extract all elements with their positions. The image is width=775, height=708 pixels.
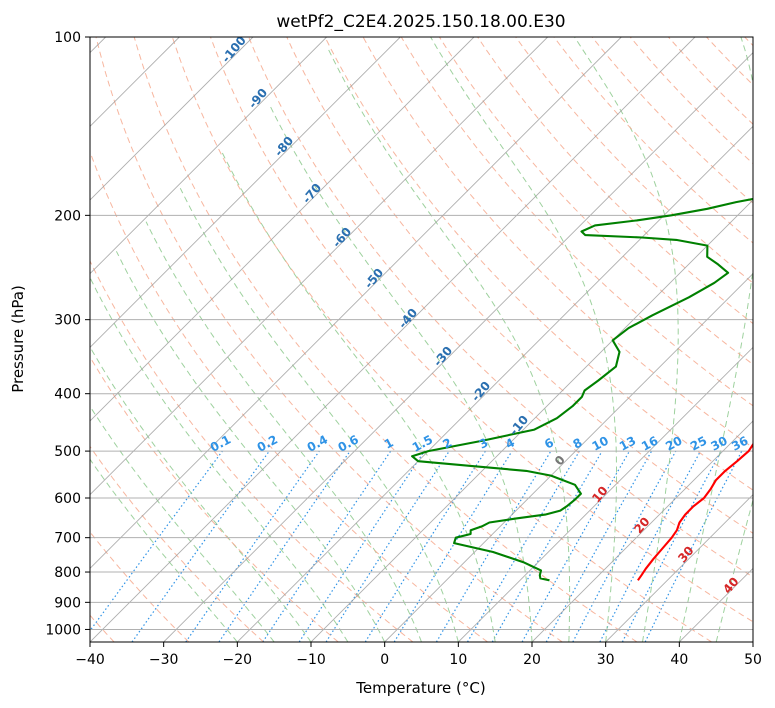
sounding-line (411, 197, 753, 582)
x-tick-label: −20 (223, 652, 253, 668)
y-tick-label: 600 (54, 491, 81, 507)
chart-title: wetPf2_C2E4.2025.150.18.00.E30 (276, 12, 565, 32)
dry-adiabat-line (324, 37, 753, 491)
mixing-ratio-label: 13 (617, 433, 638, 453)
x-tick-label: −30 (149, 652, 179, 668)
dry-adiabat-line (133, 37, 638, 642)
mixing-ratio-line (644, 450, 743, 642)
y-tick-label: 500 (54, 444, 81, 460)
mixing-ratio-label: 25 (688, 433, 709, 453)
y-tick-label: 800 (54, 565, 81, 581)
mixing-ratio-line (131, 450, 270, 642)
moist-adiabat-line (430, 37, 617, 642)
dry-adiabat-line (90, 259, 414, 642)
moist-adiabats (90, 37, 753, 642)
moist-adiabat-line (328, 49, 571, 642)
x-tick-label: 10 (449, 652, 467, 668)
moist-adiabat-line (90, 458, 238, 642)
moist-adiabat-line (90, 405, 275, 642)
isotherm-line (90, 37, 254, 201)
y-tick-label: 400 (54, 387, 81, 403)
dry-adiabat-line (95, 37, 563, 642)
plot-frame (89, 36, 754, 643)
y-axis: 100 200 300 400 500 600 700 800 900 1000 (45, 30, 90, 638)
mixing-ratio-line (545, 450, 653, 642)
dry-adiabat-line (171, 37, 712, 642)
y-tick-label: 300 (54, 313, 81, 329)
dry-adiabat-line (90, 356, 339, 642)
dry-adiabats (90, 37, 753, 642)
sounding-series (411, 197, 753, 582)
dry-adiabat-line (515, 37, 753, 284)
moist-adiabat-line (715, 498, 753, 642)
moist-adiabat-line (268, 104, 533, 642)
moist-adiabat-line (678, 37, 753, 642)
y-tick-label: 700 (54, 531, 81, 547)
isotherm-line (90, 37, 548, 496)
moist-adiabat-line (90, 277, 349, 642)
isotherm-line (237, 125, 753, 642)
isotherm-line (90, 37, 327, 275)
mixing-ratio-label: 30 (708, 433, 729, 453)
y-tick-label: 1000 (45, 622, 81, 638)
moist-adiabat-line (115, 251, 386, 642)
x-axis: −40 −30 −20 −10 0 10 20 30 40 50 (75, 642, 762, 668)
isotherm-line (90, 37, 696, 642)
moist-adiabat-line (574, 37, 679, 642)
mixing-ratio-line (218, 450, 351, 642)
moist-adiabat-line (90, 345, 312, 642)
dry-adiabat-line (210, 37, 753, 623)
mixing-ratio-line (262, 450, 392, 642)
mixing-ratio-line (298, 450, 425, 642)
x-tick-label: −40 (75, 652, 105, 668)
mixing-ratio-line (572, 450, 677, 642)
y-tick-label: 200 (54, 208, 81, 224)
isotherms (90, 37, 753, 642)
mixing-ratio-line (393, 450, 513, 642)
dry-adiabat-line (286, 37, 753, 534)
isotherm-line (458, 346, 753, 642)
mixing-ratio-label: 20 (663, 433, 684, 453)
y-tick-label: 100 (54, 30, 81, 46)
x-tick-label: 40 (670, 652, 688, 668)
moist-adiabat-line (179, 187, 459, 642)
x-tick-label: 30 (597, 652, 615, 668)
dry-adiabat-line (248, 37, 753, 578)
x-tick-label: 50 (744, 652, 762, 668)
moist-adiabat-line (145, 221, 422, 642)
x-axis-label: Temperature (°C) (355, 679, 485, 697)
plot-area: 0.1 0.2 0.4 0.6 1 1.5 2 3 4 6 8 10 13 16 20 25 30 36-100-… (90, 37, 753, 642)
isotherm-line (384, 273, 753, 642)
sounding-line (637, 442, 753, 581)
dry-adiabat-line (90, 445, 264, 642)
mixing-ratio-line (521, 450, 631, 642)
mixing-ratio-line (90, 450, 223, 632)
isotherm-line (90, 37, 622, 569)
x-tick-label: −10 (296, 652, 326, 668)
y-axis-label: Pressure (hPa) (9, 285, 27, 393)
y-tick-label: 900 (54, 595, 81, 611)
isotherm-line (90, 37, 401, 348)
x-tick-label: 20 (523, 652, 541, 668)
isotherm-line (90, 37, 475, 422)
mixing-ratio-label: 10 (590, 433, 611, 453)
isotherm-line (163, 52, 753, 642)
mixing-ratio-label: 16 (639, 433, 660, 453)
mixing-ratio-label: 36 (729, 433, 750, 453)
mixing-ratio-line (325, 450, 450, 642)
isotherm-line (531, 420, 753, 642)
x-tick-label: 0 (380, 652, 389, 668)
mixing-ratio-line (185, 450, 320, 642)
mixing-ratio-lines (90, 450, 743, 642)
isotherm-line (605, 494, 753, 642)
